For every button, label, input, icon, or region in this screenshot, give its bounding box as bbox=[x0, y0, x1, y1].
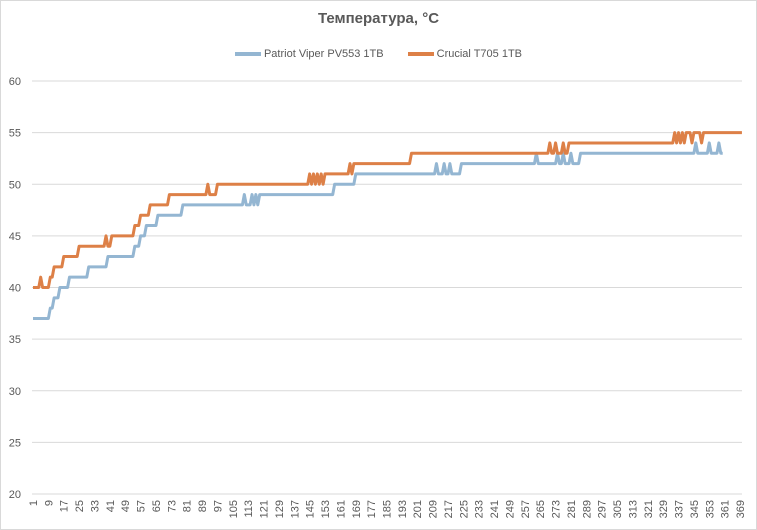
x-tick-label: 361 bbox=[720, 500, 732, 518]
legend: Patriot Viper PV553 1TB Crucial T705 1TB bbox=[0, 48, 757, 60]
y-tick-label: 55 bbox=[9, 128, 21, 140]
x-tick-label: 193 bbox=[397, 500, 409, 518]
x-tick-label: 257 bbox=[520, 500, 532, 518]
x-tick-label: 145 bbox=[305, 500, 317, 518]
x-tick-label: 201 bbox=[412, 500, 424, 518]
legend-label: Patriot Viper PV553 1TB bbox=[263, 48, 384, 60]
y-tick-label: 45 bbox=[9, 231, 21, 243]
x-tick-label: 313 bbox=[627, 500, 639, 518]
chart-title: Температура, °C bbox=[317, 10, 440, 27]
x-tick-label: 185 bbox=[382, 500, 394, 518]
x-tick-label: 297 bbox=[597, 500, 609, 518]
x-tick-label: 105 bbox=[228, 500, 240, 518]
x-tick-label: 233 bbox=[474, 500, 486, 518]
x-tick-label: 353 bbox=[704, 500, 716, 518]
x-tick-label: 73 bbox=[166, 500, 178, 512]
y-tick-label: 20 bbox=[9, 489, 21, 501]
legend-swatch bbox=[234, 52, 261, 56]
x-tick-label: 305 bbox=[612, 500, 624, 518]
x-tick-label: 1 bbox=[28, 500, 40, 506]
x-tick-label: 329 bbox=[658, 500, 670, 518]
series-line-0 bbox=[33, 141, 723, 320]
x-tick-label: 337 bbox=[674, 500, 686, 518]
legend-label: Crucial T705 1TB bbox=[436, 48, 523, 60]
x-tick-label: 265 bbox=[535, 500, 547, 518]
x-tick-label: 25 bbox=[74, 500, 86, 512]
x-tick-label: 129 bbox=[274, 500, 286, 518]
series-line-1 bbox=[33, 131, 742, 289]
y-tick-label: 40 bbox=[9, 283, 21, 295]
x-tick-label: 249 bbox=[504, 500, 516, 518]
y-tick-label: 60 bbox=[9, 76, 21, 88]
x-tick-label: 273 bbox=[551, 500, 563, 518]
legend-item-crucial: Crucial T705 1TB bbox=[407, 48, 523, 60]
y-tick-label: 30 bbox=[9, 386, 21, 398]
x-tick-label: 161 bbox=[335, 500, 347, 518]
x-tick-label: 121 bbox=[259, 500, 271, 518]
legend-swatch bbox=[407, 52, 434, 56]
x-tick-label: 369 bbox=[735, 500, 747, 518]
x-tick-label: 41 bbox=[105, 500, 117, 512]
x-tick-label: 209 bbox=[428, 500, 440, 518]
x-tick-label: 33 bbox=[89, 500, 101, 512]
x-tick-label: 321 bbox=[643, 500, 655, 518]
x-tick-label: 281 bbox=[566, 500, 578, 518]
x-tick-label: 89 bbox=[197, 500, 209, 512]
x-tick-label: 65 bbox=[151, 500, 163, 512]
y-tick-label: 25 bbox=[9, 437, 21, 449]
x-tick-label: 225 bbox=[458, 500, 470, 518]
x-tick-label: 289 bbox=[581, 500, 593, 518]
x-tick-label: 217 bbox=[443, 500, 455, 518]
x-tick-label: 17 bbox=[59, 500, 71, 512]
x-tick-label: 49 bbox=[120, 500, 132, 512]
x-tick-label: 241 bbox=[489, 500, 501, 518]
x-tick-label: 57 bbox=[136, 500, 148, 512]
x-tick-label: 153 bbox=[320, 500, 332, 518]
x-tick-label: 345 bbox=[689, 500, 701, 518]
x-tick-label: 177 bbox=[366, 500, 378, 518]
x-tick-label: 113 bbox=[243, 500, 255, 518]
y-tick-label: 50 bbox=[9, 179, 21, 191]
x-tick-label: 9 bbox=[43, 500, 55, 506]
x-tick-label: 169 bbox=[351, 500, 363, 518]
x-tick-label: 137 bbox=[289, 500, 301, 518]
x-tick-label: 97 bbox=[212, 500, 224, 512]
y-tick-label: 35 bbox=[9, 334, 21, 346]
legend-item-patriot: Patriot Viper PV553 1TB bbox=[234, 48, 384, 60]
x-tick-label: 81 bbox=[182, 500, 194, 512]
